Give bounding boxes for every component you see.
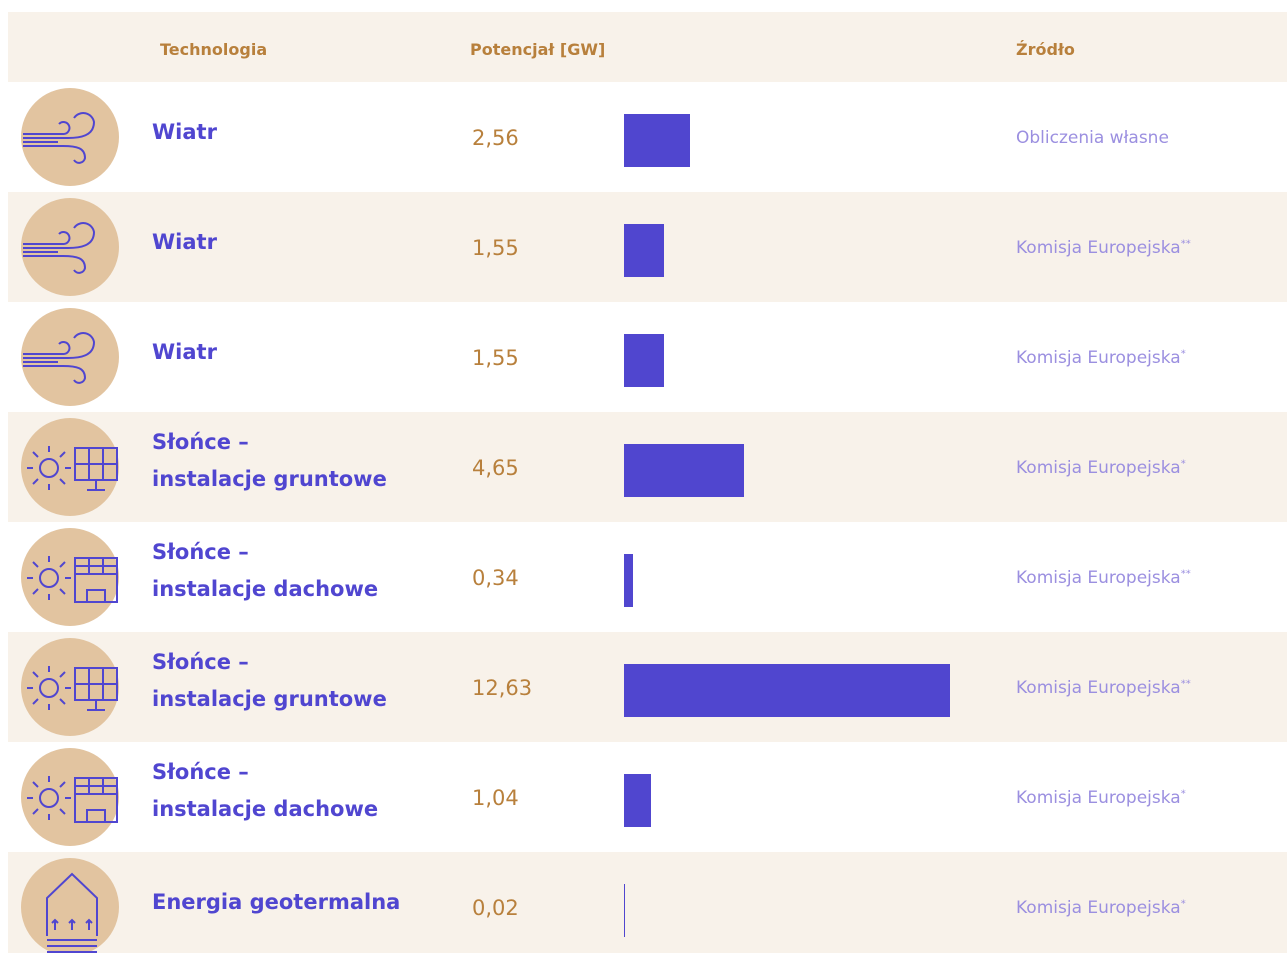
potential-value: 4,65 xyxy=(472,456,519,480)
source-note: ** xyxy=(1180,238,1191,250)
source: Komisja Europejska** xyxy=(1016,568,1191,588)
source-note: ** xyxy=(1180,678,1191,690)
source-name: Komisja Europejska xyxy=(1016,898,1181,918)
table-row: Słońce – instalacje dachowe 1,04 Komisja E… xyxy=(8,742,1287,852)
header-row: Technologia Potencjał [GW] Źródło xyxy=(8,12,1287,82)
header-potential: Potencjał [GW] xyxy=(470,40,606,59)
header-technology: Technologia xyxy=(160,40,268,59)
technology-icon xyxy=(21,748,119,846)
technology: Słońce – instalacje gruntowe xyxy=(152,430,387,491)
bar xyxy=(624,444,745,497)
technology-icon xyxy=(21,528,119,626)
source: Komisja Europejska* xyxy=(1016,898,1186,918)
table-row: Wiatr 1,55 Komisja Europejska** xyxy=(8,192,1287,302)
bar xyxy=(624,224,664,277)
source: Komisja Europejska** xyxy=(1016,238,1191,258)
technology-icon xyxy=(21,858,119,953)
technology-icon xyxy=(21,308,119,406)
technology: Energia geotermalna xyxy=(152,890,401,914)
bar xyxy=(624,884,625,937)
technology: Słońce – instalacje dachowe xyxy=(152,540,379,601)
source: Komisja Europejska* xyxy=(1016,788,1186,808)
table-row: Słońce – instalacje gruntowe 4,65 Komisja … xyxy=(8,412,1287,522)
technology-icon xyxy=(21,198,119,296)
bar xyxy=(624,334,664,387)
source-name: Obliczenia własne xyxy=(1016,128,1169,148)
table-row: Energia geotermalna 0,02 Komisja Europejsk… xyxy=(8,852,1287,953)
source: Komisja Europejska** xyxy=(1016,678,1191,698)
technology: Wiatr xyxy=(152,230,217,254)
source: Obliczenia własne xyxy=(1016,128,1169,148)
source-name: Komisja Europejska xyxy=(1016,568,1181,588)
potential-value: 12,63 xyxy=(472,676,533,700)
source-note: * xyxy=(1180,788,1186,800)
technology: Słońce – instalacje dachowe xyxy=(152,760,379,821)
potential-value: 1,55 xyxy=(472,236,519,260)
potential-value: 1,04 xyxy=(472,786,519,810)
potential-value: 0,34 xyxy=(472,566,519,590)
potential-value: 2,56 xyxy=(472,126,519,150)
header-source: Źródło xyxy=(1016,40,1075,59)
table-row: Wiatr 1,55 Komisja Europejska* xyxy=(8,302,1287,412)
potential-value: 0,02 xyxy=(472,896,519,920)
technology-icon xyxy=(21,88,119,186)
bar xyxy=(624,114,691,167)
source-note: * xyxy=(1180,458,1186,470)
source-name: Komisja Europejska xyxy=(1016,788,1181,808)
technology: Słońce – instalacje gruntowe xyxy=(152,650,387,711)
source-note: ** xyxy=(1180,568,1191,580)
table-row: Słońce – instalacje dachowe 0,34 Komisja E… xyxy=(8,522,1287,632)
bar xyxy=(624,774,651,827)
source-name: Komisja Europejska xyxy=(1016,458,1181,478)
source-name: Komisja Europejska xyxy=(1016,238,1181,258)
technology: Wiatr xyxy=(152,120,217,144)
potential-value: 1,55 xyxy=(472,346,519,370)
table-row: Słońce – instalacje gruntowe 12,63 Komisja… xyxy=(8,632,1287,742)
technology-icon xyxy=(21,418,119,516)
source-note: * xyxy=(1180,348,1186,360)
table-row: Wiatr 2,56 Obliczenia własne xyxy=(8,82,1287,192)
source: Komisja Europejska* xyxy=(1016,348,1186,368)
bar xyxy=(624,554,633,607)
bar xyxy=(624,664,950,717)
source-note: * xyxy=(1180,898,1186,910)
technology: Wiatr xyxy=(152,340,217,364)
source: Komisja Europejska* xyxy=(1016,458,1186,478)
source-name: Komisja Europejska xyxy=(1016,348,1181,368)
source-name: Komisja Europejska xyxy=(1016,678,1181,698)
technology-icon xyxy=(21,638,119,736)
